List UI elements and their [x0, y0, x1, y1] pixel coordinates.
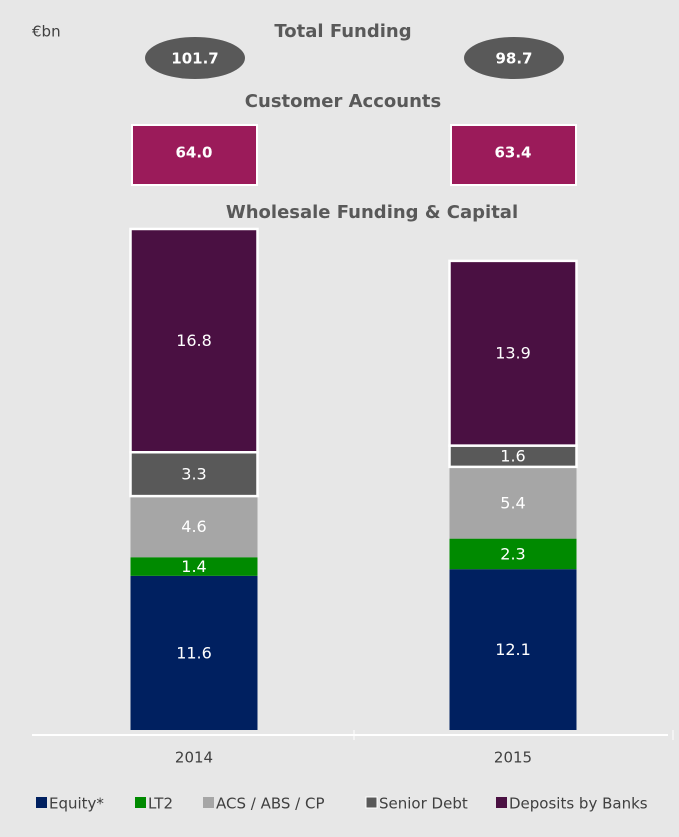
unit-label: €bn [32, 23, 61, 41]
value-label: 4.6 [181, 517, 206, 536]
bar-segment [129, 227, 259, 454]
value-label: 1.4 [181, 557, 206, 576]
bar-segment [449, 466, 577, 539]
legend-label: Equity* [49, 795, 104, 813]
total-title: Total Funding [274, 21, 411, 42]
customer-label: 63.4 [494, 144, 531, 162]
customer-label: 64.0 [175, 144, 212, 162]
value-label: 13.9 [495, 344, 531, 363]
legend-label: ACS / ABS / CP [216, 795, 325, 813]
bar-segment [448, 259, 578, 447]
legend-label: Senior Debt [379, 795, 468, 813]
value-label: 2.3 [500, 544, 525, 563]
legend-swatch [365, 796, 378, 809]
total-bubble [464, 37, 564, 79]
x-tick-label: 2014 [175, 749, 213, 767]
total-bubble [145, 37, 245, 79]
legend-swatch [36, 797, 47, 808]
bar-segment [129, 451, 259, 498]
bar-segment [130, 496, 258, 558]
value-label: 5.4 [500, 493, 525, 512]
value-label: 16.8 [176, 331, 212, 350]
customer-box [450, 124, 577, 186]
chart-title: Wholesale Funding & Capital [226, 202, 518, 223]
x-tick-label: 2015 [494, 749, 532, 767]
value-label: 1.6 [500, 447, 525, 466]
bar-segment [130, 557, 258, 576]
value-label: 11.6 [176, 643, 212, 662]
value-label: 3.3 [181, 465, 206, 484]
legend-label: Deposits by Banks [509, 795, 648, 813]
customer-box [131, 124, 258, 186]
legend-swatch [496, 797, 507, 808]
total-label: 98.7 [495, 50, 532, 68]
bar-segment [130, 575, 258, 730]
bar-segment [449, 569, 577, 730]
legend-swatch [135, 797, 146, 808]
bar-segment [449, 538, 577, 570]
legend-swatch [203, 797, 214, 808]
legend-label: LT2 [148, 795, 173, 813]
customer-title: Customer Accounts [245, 91, 441, 112]
value-label: 12.1 [495, 640, 531, 659]
total-label: 101.7 [171, 50, 218, 68]
